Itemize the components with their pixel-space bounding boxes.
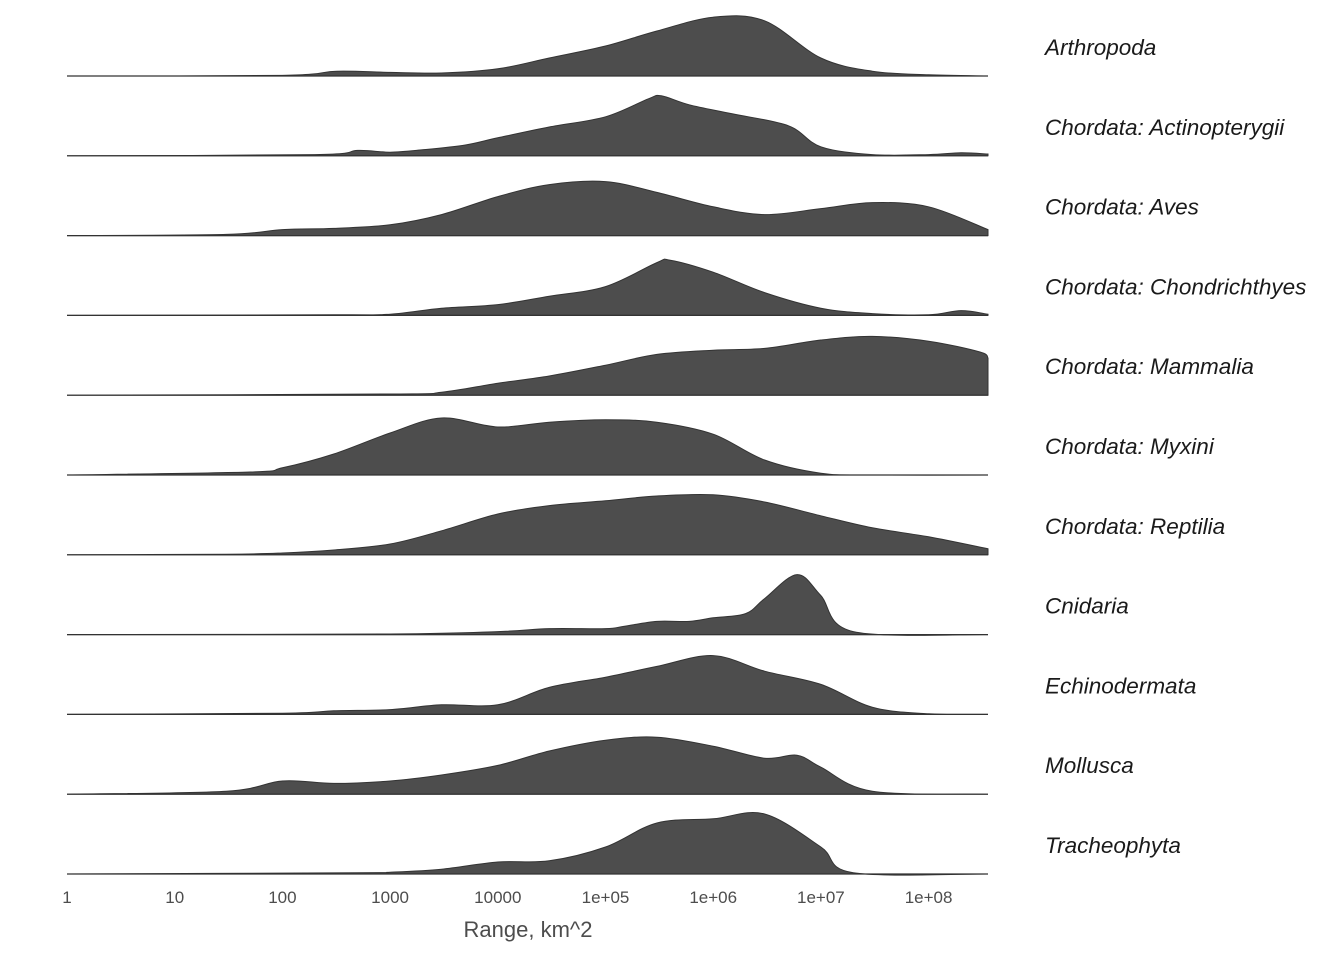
row-label-tracheophyta: Tracheophyta	[1045, 833, 1181, 858]
row-label-cnidaria: Cnidaria	[1045, 594, 1129, 619]
x-tick-label: 1000	[371, 888, 409, 907]
ridge-cnidaria	[66, 574, 989, 636]
x-tick-label: 100	[268, 888, 296, 907]
row-label-chordata-actinopterygii: Chordata: Actinopterygii	[1045, 115, 1285, 140]
x-axis: 1 10 100 1000 10000 1e+05 1e+06 1e+07 1e+08	[62, 888, 952, 907]
x-tick-label: 1e+07	[797, 888, 845, 907]
ridge-chordata-aves	[66, 180, 989, 237]
row-label-chordata-myxini: Chordata: Myxini	[1045, 434, 1215, 459]
x-tick-label: 10	[165, 888, 184, 907]
x-tick-label: 1e+05	[582, 888, 630, 907]
ridge-arthropoda	[66, 15, 989, 77]
row-label-arthropoda: Arthropoda	[1043, 35, 1156, 60]
row-label-chordata-aves: Chordata: Aves	[1045, 195, 1199, 220]
ridges	[66, 15, 989, 876]
x-tick-label: 1e+08	[905, 888, 953, 907]
row-label-chordata-chondrichthyes: Chordata: Chondrichthyes	[1045, 274, 1306, 299]
ridge-mollusca	[66, 736, 989, 795]
ridge-chordata-myxini	[66, 417, 989, 476]
x-tick-label: 1e+06	[689, 888, 737, 907]
x-axis-title: Range, km^2	[464, 917, 593, 942]
ridge-chordata-chondrichthyes	[66, 258, 989, 316]
row-label-mollusca: Mollusca	[1045, 753, 1134, 778]
x-tick-label: 10000	[474, 888, 521, 907]
ridge-tracheophyta	[66, 812, 989, 876]
x-tick-label: 1	[62, 888, 71, 907]
ridge-chordata-mammalia	[66, 335, 989, 396]
row-label-chordata-reptilia: Chordata: Reptilia	[1045, 514, 1225, 539]
ridge-chordata-reptilia	[66, 493, 989, 556]
row-label-echinodermata: Echinodermata	[1045, 673, 1196, 698]
ridge-echinodermata	[66, 655, 989, 716]
row-label-chordata-mammalia: Chordata: Mammalia	[1045, 354, 1254, 379]
ridge-chordata-actinopterygii	[66, 94, 989, 157]
row-labels: Arthropoda Chordata: Actinopterygii Chorda…	[1043, 35, 1306, 858]
